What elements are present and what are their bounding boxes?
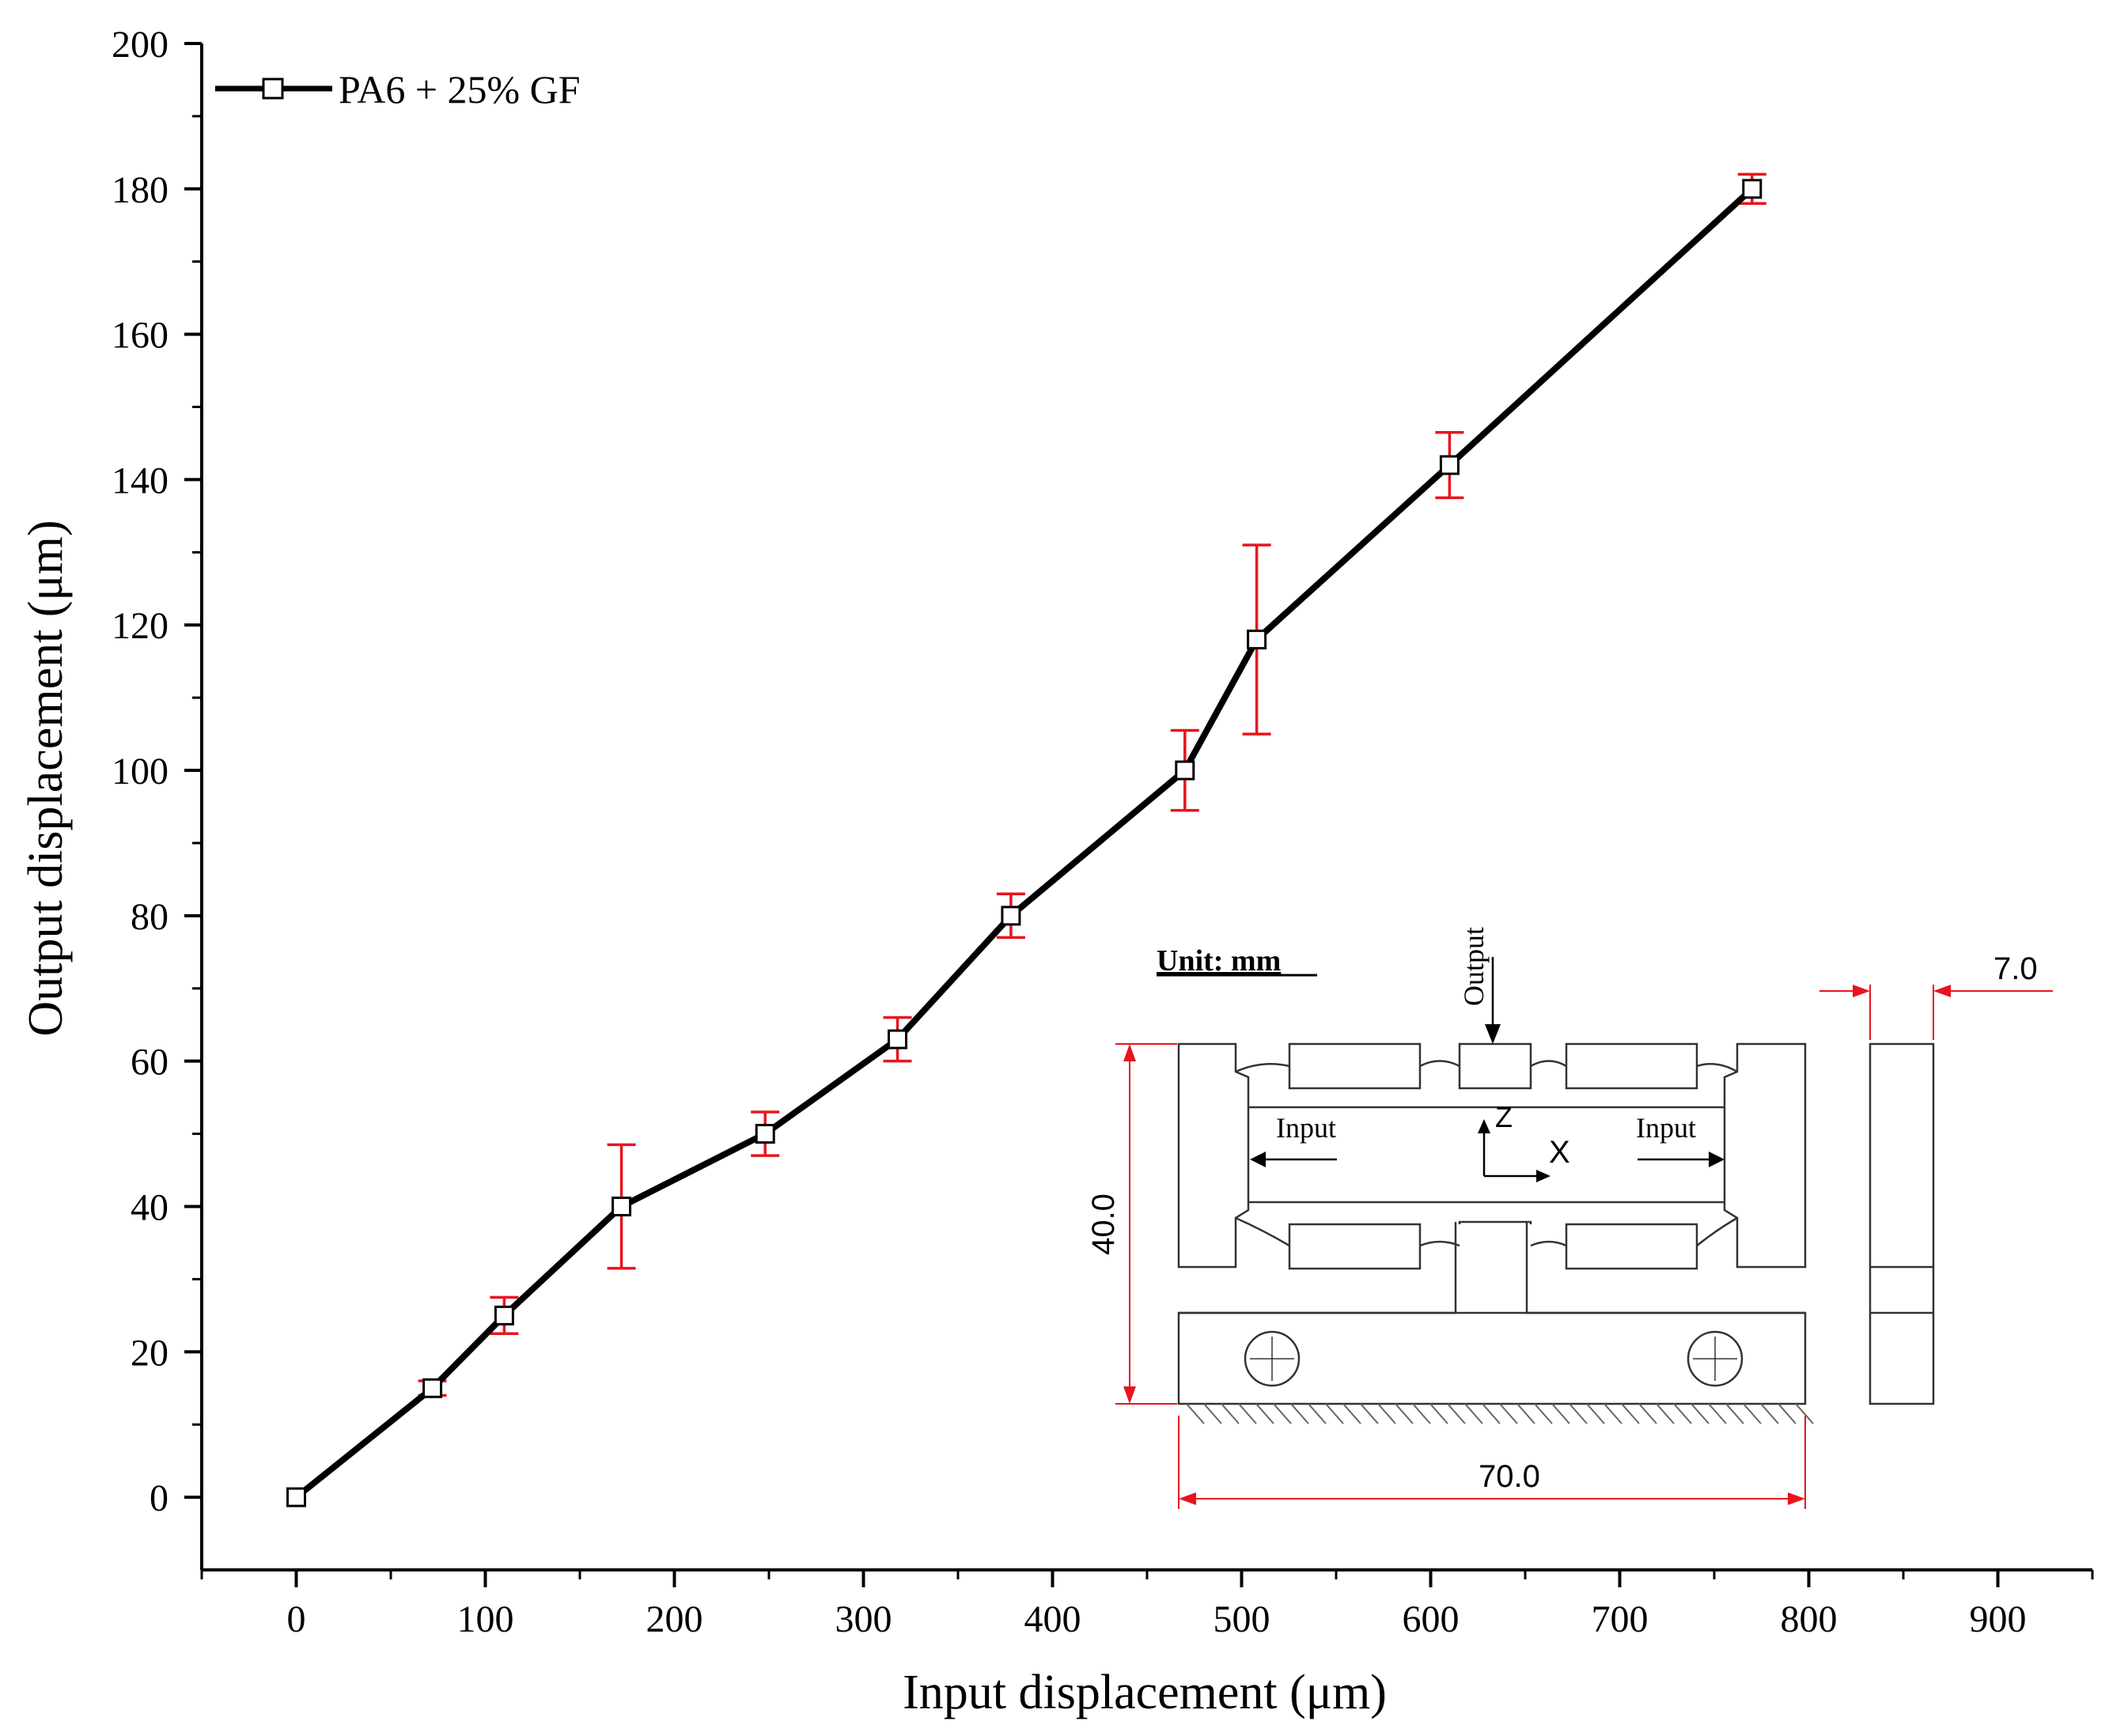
inset-axis-x: X bbox=[1549, 1135, 1570, 1170]
y-tick-label: 200 bbox=[112, 24, 168, 66]
inset-dim-thickness: 7.0 bbox=[1994, 951, 2038, 986]
y-tick-label: 80 bbox=[131, 896, 168, 938]
inset-input-right-label: Input bbox=[1636, 1112, 1696, 1144]
data-point-9 bbox=[1439, 455, 1460, 475]
z-axis-arrow-head bbox=[1478, 1119, 1490, 1133]
mechanism-side-view bbox=[1869, 1042, 1935, 1405]
inset-output-label: Output bbox=[1458, 927, 1490, 1006]
y-ticks: 0 20 40 60 80 100 120 140 160 180 200 bbox=[112, 24, 202, 1519]
data-point-0 bbox=[286, 1487, 306, 1507]
legend: PA6 + 25% GF bbox=[215, 67, 581, 112]
x-tick-label: 200 bbox=[646, 1598, 703, 1640]
legend-label: PA6 + 25% GF bbox=[339, 67, 581, 112]
y-tick-label: 140 bbox=[112, 460, 168, 501]
mechanism-top-frame bbox=[1177, 1042, 1807, 1314]
y-tick-label: 160 bbox=[112, 315, 168, 357]
x-tick-label: 700 bbox=[1592, 1598, 1649, 1640]
input-left-arrow-head bbox=[1250, 1152, 1266, 1167]
x-tick-label: 300 bbox=[835, 1598, 892, 1640]
mechanism-base bbox=[1177, 1311, 1807, 1405]
data-point-4 bbox=[755, 1124, 775, 1144]
inset-input-left-label: Input bbox=[1276, 1112, 1336, 1144]
inset-dim-height: 40.0 bbox=[1086, 1193, 1121, 1255]
y-tick-label: 20 bbox=[131, 1332, 168, 1374]
y-tick-label: 60 bbox=[131, 1042, 168, 1084]
data-point-7 bbox=[1175, 760, 1195, 781]
data-point-1 bbox=[422, 1378, 443, 1398]
x-ticks: 0 100 200 300 400 500 600 700 800 900 bbox=[200, 1570, 2094, 1640]
series-line bbox=[293, 186, 1755, 1500]
x-axis-label: Input displacement (μm) bbox=[903, 1666, 1387, 1719]
y-axis-label: Output displacement (μm) bbox=[19, 520, 73, 1036]
y-tick-label: 40 bbox=[131, 1186, 168, 1228]
markers bbox=[286, 179, 1763, 1507]
legend-marker bbox=[262, 78, 284, 100]
x-tick-label: 800 bbox=[1781, 1598, 1838, 1640]
y-tick-label: 180 bbox=[112, 169, 168, 211]
data-point-8 bbox=[1247, 630, 1267, 650]
dimension-lines bbox=[1115, 985, 2053, 1509]
data-point-3 bbox=[611, 1196, 632, 1216]
x-tick-label: 100 bbox=[457, 1598, 514, 1640]
x-tick-label: 600 bbox=[1403, 1598, 1460, 1640]
output-arrow-head bbox=[1485, 1024, 1501, 1044]
x-tick-label: 400 bbox=[1024, 1598, 1081, 1640]
inset-dim-width: 70.0 bbox=[1479, 1459, 1540, 1494]
ground-hatch bbox=[1186, 1403, 1814, 1424]
axes: 0 100 200 300 400 500 600 700 800 900 0 20 40 60 80 10… bbox=[112, 24, 2094, 1640]
y-tick-label: 100 bbox=[112, 751, 168, 792]
input-right-arrow-head bbox=[1709, 1152, 1725, 1167]
x-tick-label: 0 bbox=[287, 1598, 306, 1640]
inset-unit-label: Unit: mm bbox=[1157, 944, 1281, 978]
data-point-6 bbox=[1001, 906, 1021, 926]
data-point-5 bbox=[888, 1029, 908, 1050]
data-point-2 bbox=[494, 1305, 514, 1326]
mechanism-inset: Unit: mm Output I bbox=[1086, 927, 2053, 1509]
inset-axis-z: Z bbox=[1495, 1101, 1513, 1133]
y-tick-label: 0 bbox=[150, 1477, 168, 1519]
x-tick-label: 500 bbox=[1214, 1598, 1270, 1640]
y-tick-label: 120 bbox=[112, 605, 168, 647]
x-tick-label: 900 bbox=[1970, 1598, 2027, 1640]
data-point-10 bbox=[1742, 179, 1763, 199]
x-axis-arrow-head bbox=[1536, 1170, 1551, 1182]
